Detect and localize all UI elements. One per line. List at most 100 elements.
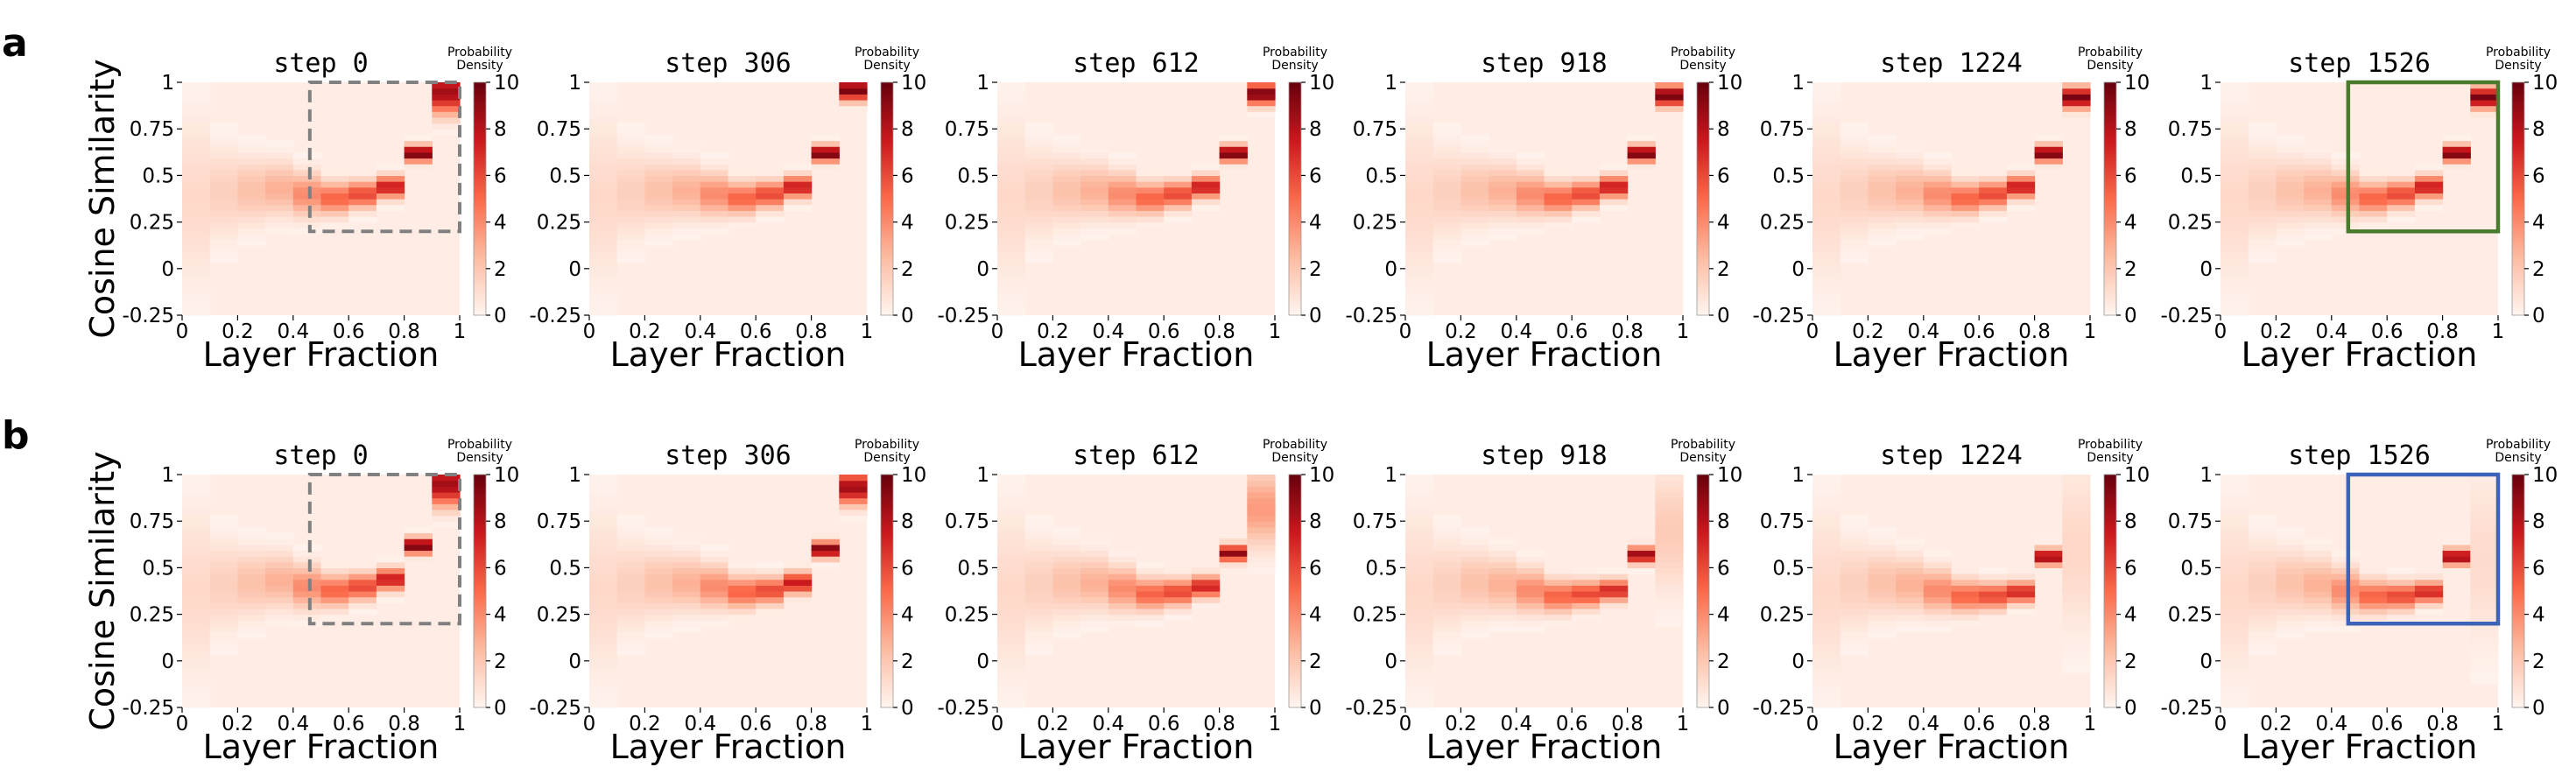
heatmap-cell — [2221, 116, 2249, 124]
heatmap-cell — [997, 567, 1026, 574]
heatmap-cell — [997, 678, 1026, 685]
heatmap-cell — [672, 602, 701, 609]
heatmap-cell — [2221, 666, 2249, 673]
heatmap-cell — [1080, 228, 1109, 235]
heatmap-cell — [1896, 151, 1925, 159]
panel-title: step 1224 — [1880, 48, 2023, 79]
heatmap-cell — [672, 591, 701, 598]
heatmap-cell — [182, 181, 211, 188]
heatmap-cell — [1405, 82, 1434, 89]
heatmap-cell — [265, 561, 294, 568]
x-tick-label: 1 — [861, 320, 874, 343]
heatmap-cell — [2221, 497, 2249, 504]
heatmap-cell — [1655, 480, 1684, 487]
heatmap-cell — [1896, 556, 1925, 563]
heatmap-cell — [1460, 544, 1489, 552]
heatmap-cell — [292, 556, 322, 563]
heatmap-cell — [2387, 573, 2416, 580]
heatmap-cell — [700, 164, 729, 171]
heatmap-cell — [2221, 215, 2249, 223]
heatmap-cell — [1108, 585, 1137, 592]
heatmap-cell — [811, 164, 840, 171]
heatmap-cell — [644, 567, 673, 574]
heatmap-cell — [1136, 591, 1165, 598]
heatmap-cell — [2470, 614, 2499, 621]
colorbar-tick-label: 4 — [901, 212, 914, 235]
heatmap-cell — [1544, 199, 1573, 206]
heatmap-cell — [2359, 602, 2388, 609]
colorbar-label: Probability — [1671, 438, 1735, 452]
heatmap-cell — [209, 233, 238, 241]
heatmap-cell — [1923, 215, 1953, 223]
heatmap-cell — [1024, 631, 1053, 638]
heatmap-cell — [2248, 573, 2277, 580]
heatmap-cell — [2221, 303, 2249, 310]
heatmap-cell — [1923, 169, 1953, 176]
heatmap-cell — [2221, 515, 2249, 522]
heatmap-cell — [2062, 637, 2091, 644]
heatmap-cell — [1052, 596, 1081, 603]
heatmap-cell — [1812, 532, 1841, 539]
heatmap-cell — [2221, 532, 2249, 539]
heatmap-cell — [292, 175, 322, 182]
heatmap-cell — [1923, 204, 1953, 211]
heatmap-cell — [2248, 631, 2277, 638]
heatmap-cell — [2062, 538, 2091, 545]
heatmap-cell — [2006, 579, 2036, 586]
heatmap-cell — [616, 532, 645, 539]
heatmap-cell — [1432, 233, 1461, 241]
heatmap-cell — [1052, 550, 1081, 557]
heatmap-cell — [320, 169, 349, 176]
heatmap-cell — [700, 614, 729, 621]
heatmap-cell — [2359, 596, 2388, 603]
heatmap-cell — [700, 228, 729, 235]
heatmap-cell — [1405, 561, 1434, 568]
heatmap-cell — [1219, 164, 1248, 171]
x-tick-label: 0.8 — [2018, 713, 2051, 735]
heatmap-cell — [1812, 561, 1841, 568]
heatmap-cell — [811, 158, 840, 165]
heatmap-cell — [644, 532, 673, 539]
heatmap-cell — [1191, 186, 1221, 193]
heatmap-cell — [672, 561, 701, 568]
y-tick-label: 0 — [1791, 258, 1805, 281]
y-tick-label: -0.25 — [529, 305, 581, 327]
heatmap-cell — [1080, 151, 1109, 159]
heatmap-cell — [1627, 158, 1656, 165]
heatmap-cell — [2062, 643, 2091, 651]
heatmap-cell — [2221, 204, 2249, 211]
heatmap-cell — [1405, 129, 1434, 136]
heatmap-cell — [2062, 631, 2091, 638]
heatmap-cell — [1812, 579, 1841, 586]
heatmap-cell — [182, 263, 211, 270]
heatmap-cell — [997, 585, 1026, 592]
heatmap-cell — [589, 480, 618, 487]
heatmap-cell — [182, 303, 211, 310]
x-tick-label: 0 — [1806, 320, 1819, 343]
heatmap-cell — [1052, 158, 1081, 165]
heatmap-cell — [2062, 486, 2091, 493]
heatmap-cell — [209, 199, 238, 206]
y-axis-label: Cosine Similarity — [83, 451, 122, 730]
heatmap-cell — [589, 303, 618, 310]
heatmap-cell — [1655, 521, 1684, 528]
heatmap-cell — [997, 298, 1026, 305]
heatmap-cell — [1868, 164, 1897, 171]
heatmap-cell — [1951, 210, 1980, 217]
heatmap-cell — [2221, 228, 2249, 235]
heatmap-cell — [672, 556, 701, 563]
heatmap-cell — [1655, 105, 1684, 112]
heatmap-cell — [589, 140, 618, 147]
heatmap-cell — [700, 573, 729, 580]
heatmap-cell — [2221, 129, 2249, 136]
heatmap-cell — [1405, 151, 1434, 159]
heatmap-cell — [616, 140, 645, 147]
heatmap-cell — [672, 585, 701, 592]
heatmap-cell — [997, 509, 1026, 517]
heatmap-cell — [209, 649, 238, 656]
heatmap-cell — [1544, 585, 1573, 592]
heatmap-cell — [182, 245, 211, 252]
heatmap-cell — [1052, 573, 1081, 580]
heatmap-cell — [182, 193, 211, 200]
